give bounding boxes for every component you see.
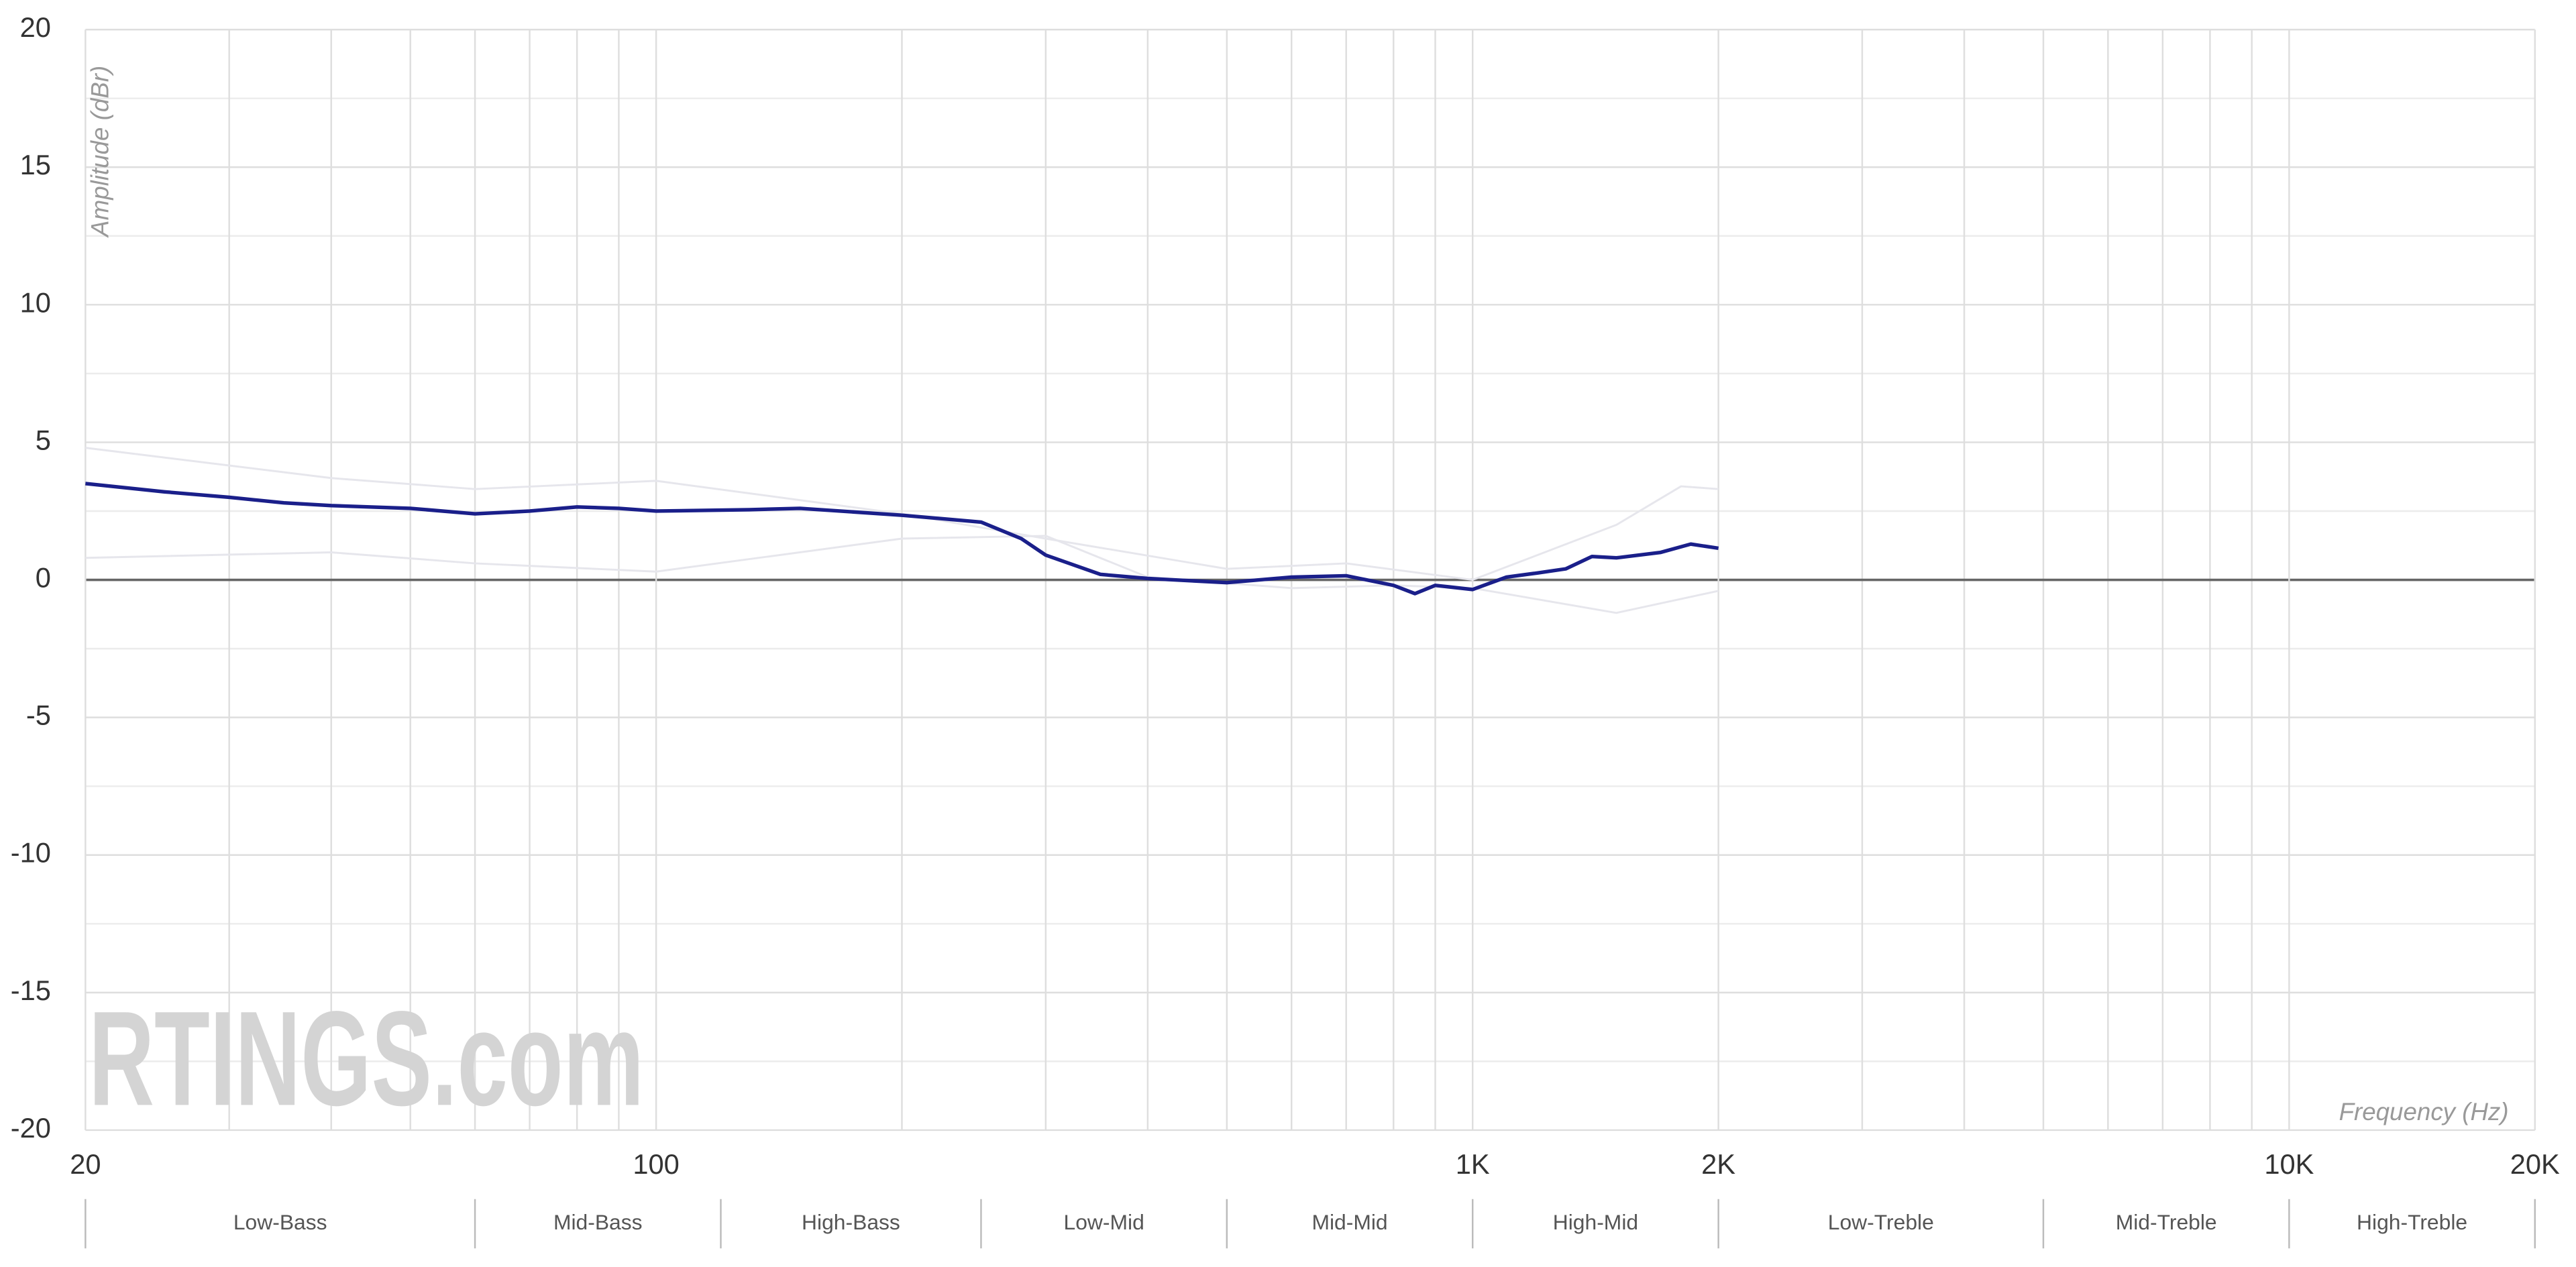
y-tick-label: 0: [36, 562, 51, 594]
x-tick-label: 2K: [1701, 1148, 1735, 1180]
data-line: [85, 482, 1719, 596]
y-tick-label: -10: [11, 837, 51, 869]
band-label: High-Treble: [2357, 1210, 2467, 1234]
band-label: Mid-Mid: [1311, 1210, 1387, 1234]
y-tick-label: 15: [20, 149, 51, 180]
y-tick-label: -20: [11, 1112, 51, 1144]
x-axis-label: Frequency (Hz): [2339, 1098, 2509, 1125]
band-label: Mid-Treble: [2116, 1210, 2217, 1234]
band-label: Mid-Bass: [553, 1210, 643, 1234]
band-label: Low-Treble: [1828, 1210, 1934, 1234]
x-tick-label: 20K: [2510, 1148, 2560, 1180]
y-axis-label: Amplitude (dBr): [87, 66, 114, 238]
y-tick-label: 20: [20, 11, 51, 43]
x-tick-label: 20: [70, 1148, 101, 1180]
x-tick-label: 10K: [2264, 1148, 2314, 1180]
x-tick-label: 100: [633, 1148, 679, 1180]
watermark: RTINGS.com: [89, 983, 644, 1134]
band-label: Low-Mid: [1064, 1210, 1144, 1234]
band-label: High-Mid: [1553, 1210, 1638, 1234]
y-tick-label: -5: [26, 700, 51, 731]
data-line: [85, 447, 1719, 582]
y-tick-label: 10: [20, 286, 51, 318]
y-tick-label: -15: [11, 975, 51, 1006]
data-line: [85, 535, 1719, 614]
band-label: Low-Bass: [233, 1210, 327, 1234]
band-label: High-Bass: [802, 1210, 900, 1234]
x-tick-label: 1K: [1456, 1148, 1490, 1180]
y-tick-label: 5: [36, 424, 51, 455]
